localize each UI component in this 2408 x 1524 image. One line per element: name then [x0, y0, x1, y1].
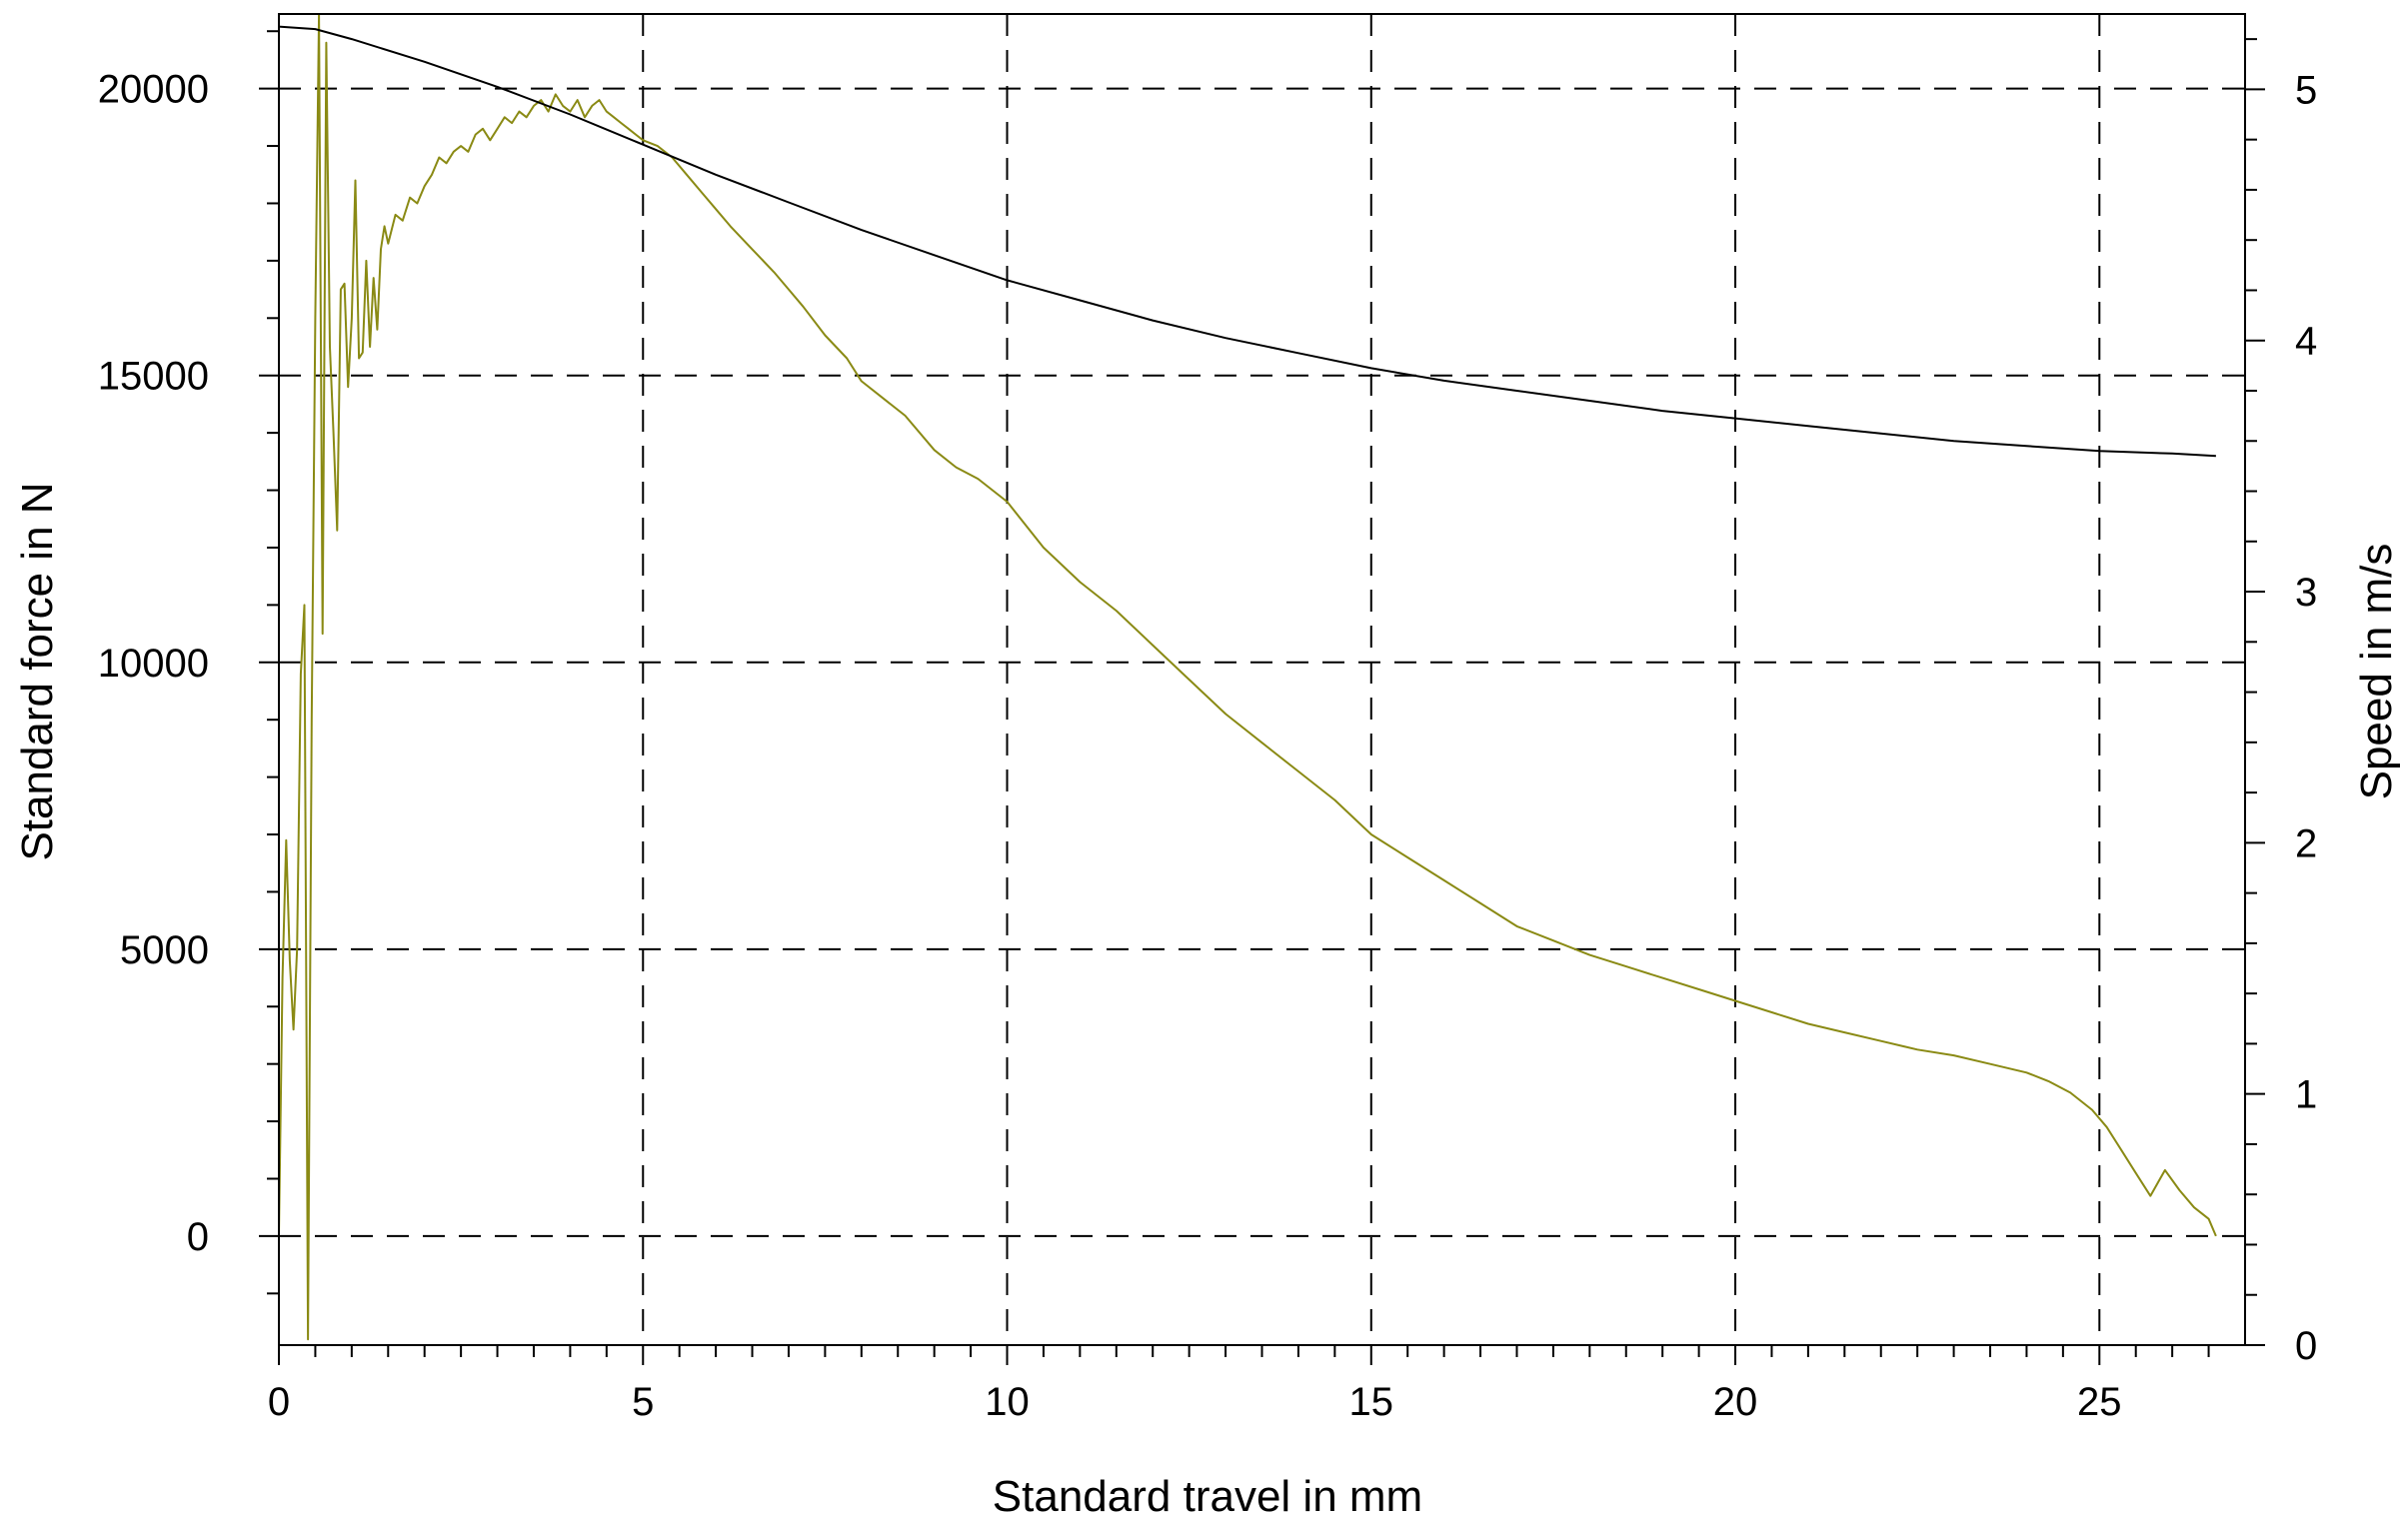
y-tick-label-right: 2	[2295, 821, 2317, 865]
y-tick-label-left: 5000	[120, 928, 209, 972]
x-tick-label: 15	[1349, 1380, 1394, 1424]
series-lines	[278, 13, 2217, 1341]
x-tick-label: 0	[268, 1380, 290, 1424]
x-tick-label: 5	[632, 1380, 654, 1424]
tick-labels: 0 5 10 15 20 25 0 5000 10000 15000 20000 0 1 2 3 4 5	[98, 68, 2317, 1424]
y-tick-label-left: 0	[187, 1215, 209, 1259]
y-tick-label-right: 1	[2295, 1073, 2317, 1117]
x-tick-label: 10	[985, 1380, 1030, 1424]
y-tick-label-left: 15000	[98, 355, 209, 399]
plot-frame	[278, 13, 2246, 1346]
y-axis-title-right: Speed in m/s	[2352, 544, 2401, 800]
force-series-line	[278, 13, 2217, 1341]
y-tick-label-left: 10000	[98, 642, 209, 686]
grid-lines	[279, 14, 2245, 1345]
x-tick-label: 20	[1713, 1380, 1758, 1424]
speed-series-line	[278, 25, 2216, 458]
y-tick-label-right: 0	[2295, 1324, 2317, 1368]
x-axis-title: Standard travel in mm	[993, 1472, 1422, 1521]
axis-ticks	[259, 30, 2265, 1365]
y-tick-label-right: 4	[2295, 320, 2317, 364]
y-tick-label-right: 5	[2295, 68, 2317, 112]
y-tick-label-right: 3	[2295, 571, 2317, 615]
y-tick-label-left: 20000	[98, 68, 209, 112]
x-tick-label: 25	[2077, 1380, 2122, 1424]
y-axis-title-left: Standard force in N	[13, 482, 62, 860]
